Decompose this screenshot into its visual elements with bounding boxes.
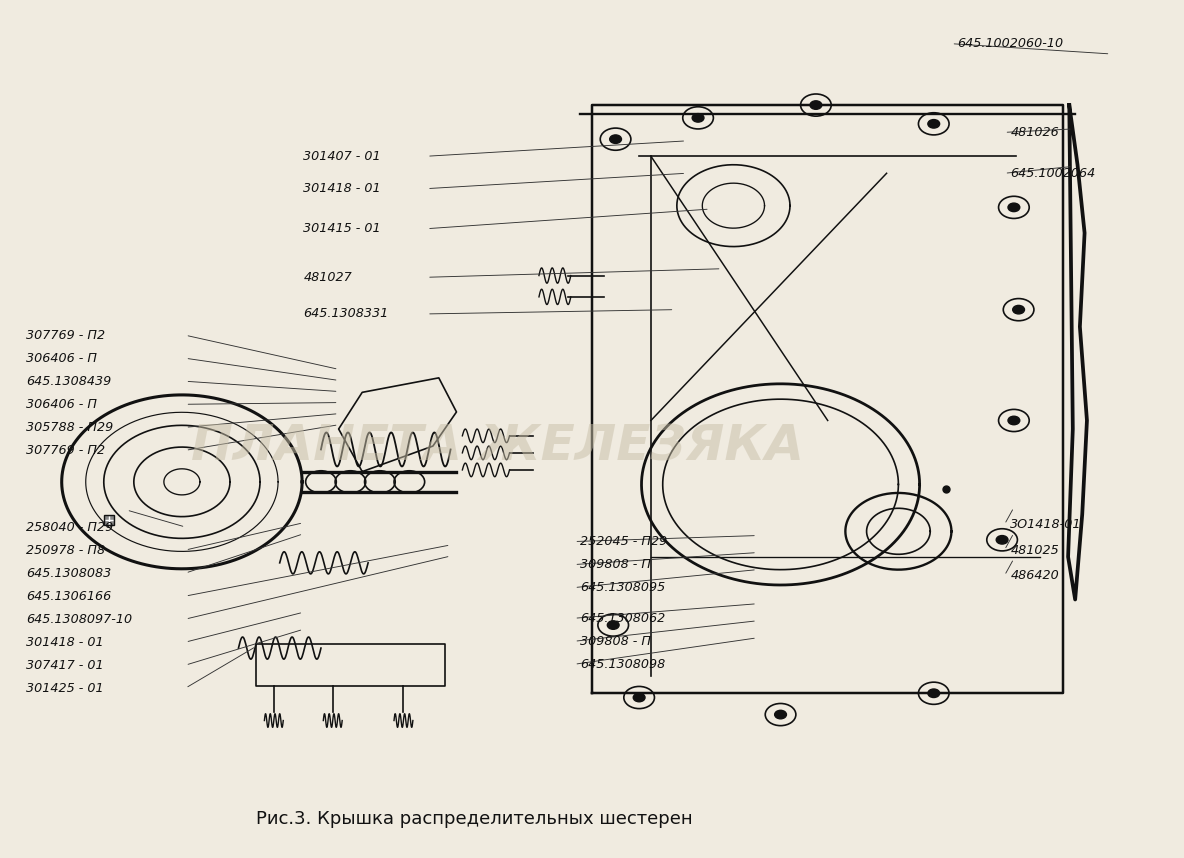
Circle shape <box>633 693 645 702</box>
Text: 258040 - П29: 258040 - П29 <box>26 521 114 534</box>
Text: 645.1002064: 645.1002064 <box>1010 166 1095 180</box>
Circle shape <box>928 689 940 698</box>
Text: ПЛАНЕТА ЖЕЛЕЗЯКА: ПЛАНЕТА ЖЕЛЕЗЯКА <box>192 422 804 470</box>
Text: 301425 - 01: 301425 - 01 <box>26 681 104 695</box>
Text: 645.1308097-10: 645.1308097-10 <box>26 613 133 625</box>
Text: 645.1308062: 645.1308062 <box>580 612 665 625</box>
Text: 307417 - 01: 307417 - 01 <box>26 659 104 672</box>
Text: 301407 - 01: 301407 - 01 <box>303 149 381 163</box>
Text: 305788 - П29: 305788 - П29 <box>26 420 114 434</box>
Text: 306406 - П: 306406 - П <box>26 352 97 365</box>
Text: 645.1308098: 645.1308098 <box>580 658 665 671</box>
Circle shape <box>774 710 786 719</box>
Circle shape <box>928 119 940 128</box>
Text: 301418 - 01: 301418 - 01 <box>26 636 104 649</box>
Text: 486420: 486420 <box>1010 569 1060 582</box>
Text: 309808 - П: 309808 - П <box>580 635 651 648</box>
Text: 307769 - П2: 307769 - П2 <box>26 329 105 341</box>
Text: 250978 - П8: 250978 - П8 <box>26 544 105 557</box>
Text: 645.1308083: 645.1308083 <box>26 566 111 579</box>
Circle shape <box>996 535 1008 544</box>
Text: 645.1308331: 645.1308331 <box>303 307 388 320</box>
Text: 481027: 481027 <box>303 271 352 284</box>
Text: 645.1002060-10: 645.1002060-10 <box>958 37 1063 51</box>
Text: 645.1308439: 645.1308439 <box>26 375 111 388</box>
Text: 3О1418-01: 3О1418-01 <box>1010 518 1082 531</box>
Text: 301418 - 01: 301418 - 01 <box>303 182 381 195</box>
Text: Рис.3. Крышка распределительных шестерен: Рис.3. Крышка распределительных шестерен <box>256 811 693 829</box>
Text: 306406 - П: 306406 - П <box>26 398 97 411</box>
Text: 481026: 481026 <box>1010 126 1060 139</box>
Circle shape <box>1008 416 1019 425</box>
Circle shape <box>693 113 704 122</box>
Circle shape <box>1008 203 1019 212</box>
Text: 252045 - П29: 252045 - П29 <box>580 535 668 548</box>
Text: 307769 - П2: 307769 - П2 <box>26 444 105 456</box>
Text: 645.1306166: 645.1306166 <box>26 589 111 602</box>
Circle shape <box>610 135 622 143</box>
Text: 645.1308095: 645.1308095 <box>580 581 665 594</box>
Circle shape <box>607 621 619 629</box>
Circle shape <box>1012 305 1024 314</box>
Text: 301415 - 01: 301415 - 01 <box>303 222 381 235</box>
Circle shape <box>810 100 822 109</box>
Text: 309808 - П: 309808 - П <box>580 558 651 571</box>
Text: 481025: 481025 <box>1010 544 1060 557</box>
